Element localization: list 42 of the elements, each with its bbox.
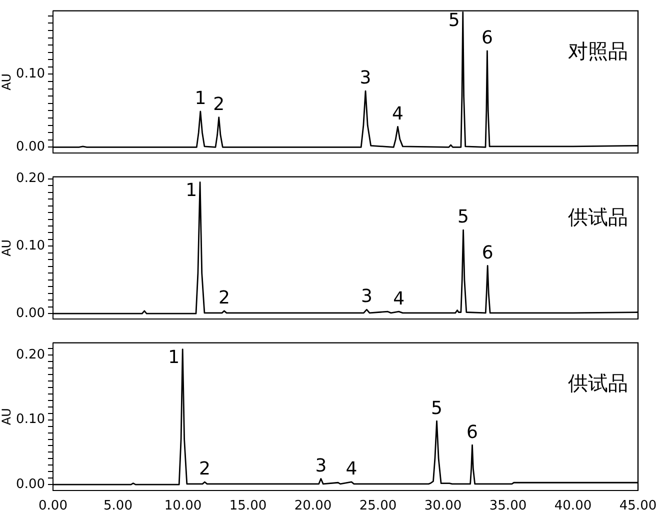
y-axis-title: AU <box>0 239 14 256</box>
annotation: 5 <box>431 398 442 419</box>
y-axis-title: AU <box>0 73 14 90</box>
text: 供试品 <box>568 371 628 396</box>
annotation: 4 <box>392 103 404 124</box>
x-tick-label: 45.00 <box>619 498 657 514</box>
x-tick-label: 30.00 <box>424 498 462 514</box>
annotation: 2 <box>218 288 230 309</box>
y-tick-label: 0.10 <box>16 66 45 82</box>
annotation: 3 <box>360 286 372 308</box>
x-tick-label: 0.00 <box>38 498 68 514</box>
text: 对照品 <box>568 39 628 64</box>
text: 供试品 <box>568 205 628 230</box>
annotation: 4 <box>346 458 358 480</box>
annotation: 6 <box>466 422 478 443</box>
x-tick-label: 20.00 <box>294 498 332 514</box>
y-tick-label: 0.00 <box>16 140 45 155</box>
annotation: 6 <box>481 28 493 49</box>
y-tick-label: 0.20 <box>16 171 45 186</box>
x-tick-label: 40.00 <box>554 498 592 514</box>
y-tick-label: 0.00 <box>16 306 45 321</box>
y-axis-title: AU <box>0 408 14 426</box>
annotation: 2 <box>213 94 225 115</box>
annotation: 1 <box>194 88 206 110</box>
annotation: 5 <box>448 10 460 31</box>
annotation: 3 <box>315 455 327 476</box>
y-tick-label: 0.20 <box>16 347 45 362</box>
annotation: 1 <box>168 346 180 368</box>
x-tick-label: 15.00 <box>229 498 267 514</box>
annotation: 4 <box>393 288 405 310</box>
y-tick-label: 0.10 <box>16 238 45 254</box>
annotation: 2 <box>198 458 210 480</box>
annotation: 3 <box>360 68 372 89</box>
y-tick-label: 0.00 <box>16 476 45 492</box>
y-tick-label: 0.10 <box>16 412 45 428</box>
annotation: 5 <box>458 206 470 228</box>
annotation: 6 <box>482 242 494 264</box>
annotation: 1 <box>186 180 198 201</box>
x-tick-label: 5.00 <box>104 498 132 514</box>
x-tick-label: 10.00 <box>164 498 202 514</box>
x-tick-label: 25.00 <box>359 498 397 514</box>
x-tick-label: 35.00 <box>489 498 527 514</box>
